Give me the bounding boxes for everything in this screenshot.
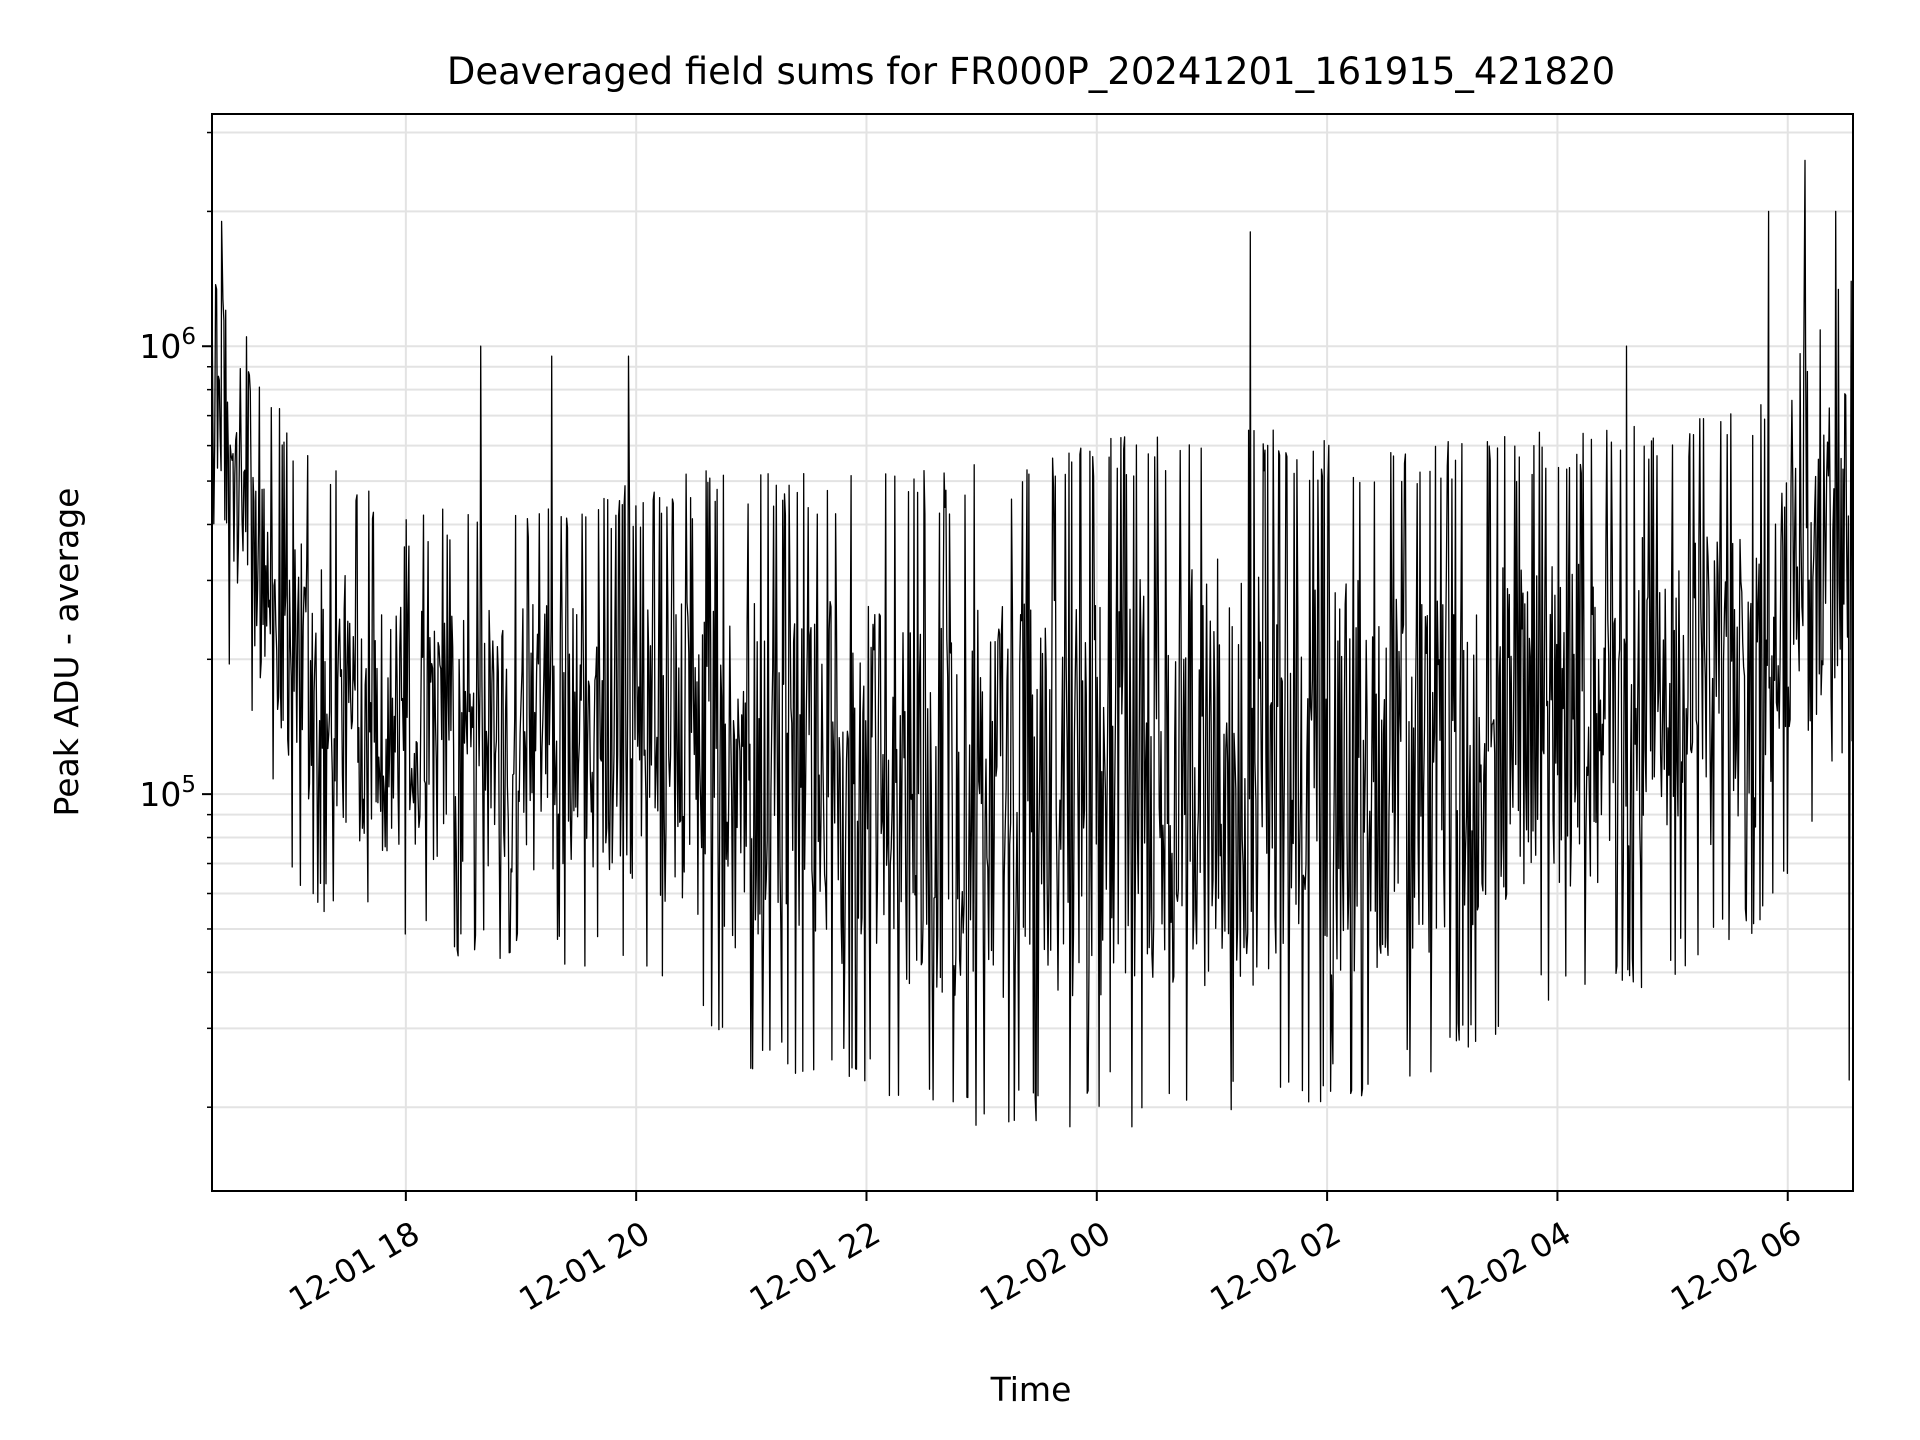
x-axis-label: Time — [990, 1370, 1072, 1409]
y-tick-label: 105 — [139, 772, 196, 814]
y-axis-label: Peak ADU - average — [47, 488, 86, 817]
chart-title: Deaveraged field sums for FR000P_2024120… — [447, 50, 1615, 93]
series-layer — [211, 159, 1854, 1128]
y-tick-label: 106 — [139, 324, 196, 366]
plot-frame — [211, 113, 1854, 1192]
series-line — [211, 159, 1854, 1128]
y-axis: 105 106 — [139, 131, 212, 1108]
